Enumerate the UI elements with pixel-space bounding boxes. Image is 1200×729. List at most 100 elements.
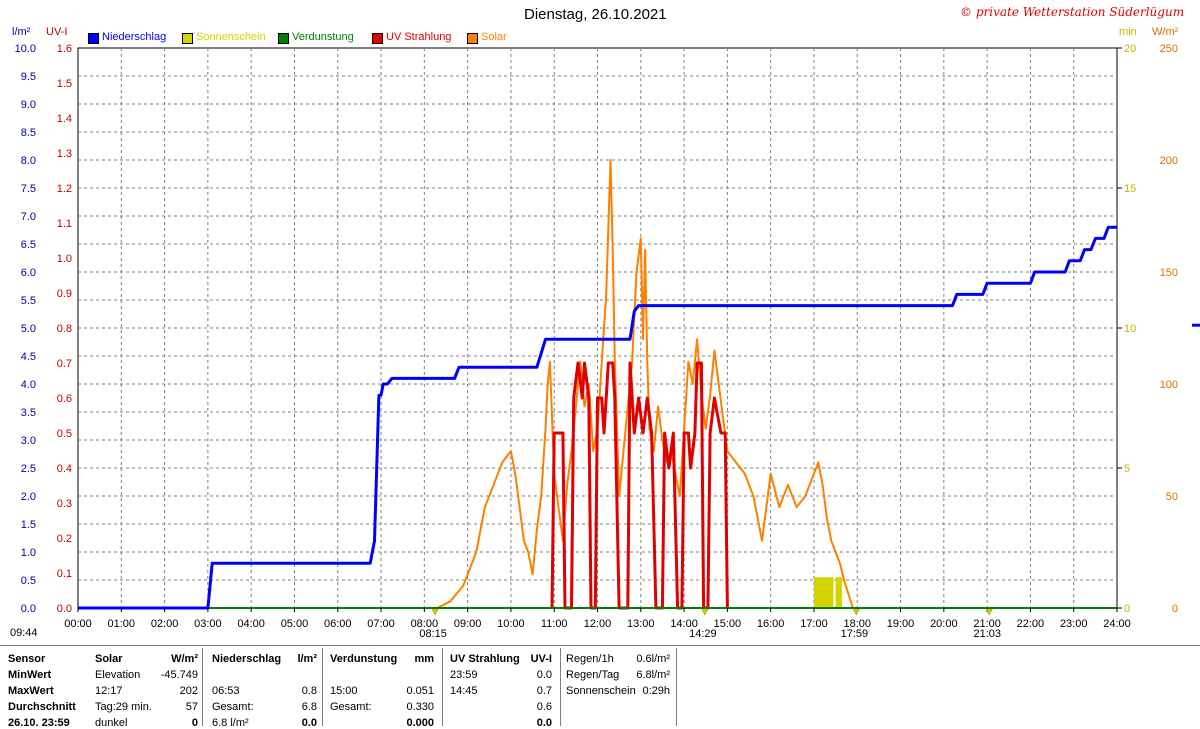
stats-row-label: MaxWert xyxy=(8,685,54,697)
stats-solar-value-label: 12:17 xyxy=(95,685,123,697)
right-axis-min-tick-label: 20 xyxy=(1124,43,1136,55)
left-axis-precip-tick-label: 4.0 xyxy=(21,379,36,391)
stats-solar-value: 202 xyxy=(179,685,198,697)
right-axis-solar-tick-label: 50 xyxy=(1166,491,1178,503)
stats-uv-value: 0.6 xyxy=(536,701,552,713)
time-marker-label: 14:29 xyxy=(689,628,717,640)
weather-chart: 00:00 01:00 02:00 03:00 04:00 05:00 06:00 07:00… xyxy=(12,26,1200,640)
left-axis-uv-tick-label: 1.0 xyxy=(57,253,72,265)
chart-axes: 00:00 01:00 02:00 03:00 04:00 05:00 06:00 07:00… xyxy=(12,26,1179,640)
x-tick-label: 23:00 xyxy=(1060,618,1088,630)
x-tick-label: 15:00 xyxy=(714,618,742,630)
right-axis-solar-tick-label: 100 xyxy=(1160,379,1178,391)
left-axis-precip-tick-label: 6.0 xyxy=(21,267,36,279)
stats-verdunstung-value: 0.000 xyxy=(406,717,434,729)
stats-regen-label: Regen/1h xyxy=(566,653,614,665)
stats-niederschlag-unit: l/m² xyxy=(297,653,317,665)
time-marker-label: 17:59 xyxy=(841,628,869,640)
left-axis-uv-tick-label: 1.1 xyxy=(57,218,72,230)
stats-verdunstung-value-label: Gesamt: xyxy=(330,701,372,713)
right-axis-min-tick-label: 0 xyxy=(1124,603,1130,615)
right-axis-min-tick-label: 10 xyxy=(1124,323,1136,335)
stats-uv-header: UV Strahlung xyxy=(450,653,520,665)
stats-uv-value: 0.0 xyxy=(536,669,552,681)
stats-niederschlag-header: Niederschlag xyxy=(212,653,282,665)
x-tick-label: 05:00 xyxy=(281,618,309,630)
stats-divider xyxy=(0,645,1200,646)
legend-label: Solar xyxy=(481,31,507,43)
left-axis-precip-unit: l/m² xyxy=(12,26,31,38)
time-marker-icon xyxy=(701,608,709,616)
x-tick-label: 12:00 xyxy=(584,618,612,630)
left-axis-precip-tick-label: 2.5 xyxy=(21,463,36,475)
x-tick-label: 09:00 xyxy=(454,618,482,630)
sunshine-bar xyxy=(835,577,843,608)
stats-solar-unit: W/m² xyxy=(171,653,198,665)
x-tick-label: 16:00 xyxy=(757,618,785,630)
left-axis-precip-tick-label: 3.5 xyxy=(21,407,36,419)
legend-swatch-sonnenschein xyxy=(182,33,193,44)
stats-verdunstung-value: 0.330 xyxy=(406,701,434,713)
stats-solar-header: Solar xyxy=(95,653,123,665)
left-axis-precip-tick-label: 10.0 xyxy=(15,43,36,55)
left-axis-uv-tick-label: 0.9 xyxy=(57,288,72,300)
stats-verdunstung-value-label: 15:00 xyxy=(330,685,358,697)
stats-solar-value-label: Tag:29 min. xyxy=(95,701,152,713)
x-tick-label: 13:00 xyxy=(627,618,655,630)
left-axis-uv-unit: UV-I xyxy=(46,26,67,38)
x-tick-label: 19:00 xyxy=(887,618,915,630)
legend-label: Sonnenschein xyxy=(196,31,266,43)
stats-uv-value: 0.7 xyxy=(536,685,552,697)
left-axis-precip-tick-label: 1.0 xyxy=(21,547,36,559)
left-axis-precip-tick-label: 8.0 xyxy=(21,155,36,167)
series-line-niederschlag xyxy=(78,225,1117,610)
left-axis-uv-tick-label: 0.1 xyxy=(57,568,72,580)
series-line-solar xyxy=(436,159,854,609)
copyright: © private Wetterstation Süderlügum xyxy=(960,5,1185,19)
right-axis-solar-unit: W/m² xyxy=(1152,26,1179,38)
left-axis-uv-tick-label: 0.0 xyxy=(57,603,72,615)
left-axis-precip-tick-label: 7.5 xyxy=(21,183,36,195)
left-axis-precip-tick-label: 9.0 xyxy=(21,99,36,111)
x-tick-label: 04:00 xyxy=(237,618,265,630)
right-axis-min-unit: min xyxy=(1119,26,1137,38)
chart-title: Dienstag, 26.10.2021 xyxy=(524,6,667,23)
x-tick-label: 02:00 xyxy=(151,618,179,630)
stats-niederschlag-value-label: 06:53 xyxy=(212,685,240,697)
legend-swatch-verdunstung xyxy=(278,33,289,44)
left-axis-precip-tick-label: 9.5 xyxy=(21,71,36,83)
stats-regen-value: 0.6l/m² xyxy=(636,653,670,665)
left-axis-precip-tick-label: 0.5 xyxy=(21,575,36,587)
chart-grid xyxy=(77,47,1118,609)
left-axis-uv-tick-label: 0.7 xyxy=(57,358,72,370)
x-tick-label: 10:00 xyxy=(497,618,525,630)
left-axis-uv-tick-label: 1.5 xyxy=(57,78,72,90)
stats-regen-value: 6.8l/m² xyxy=(636,669,670,681)
stats-solar-value: -45.749 xyxy=(160,669,198,681)
time-marker-icon xyxy=(431,608,439,616)
legend-label: Niederschlag xyxy=(102,31,167,43)
stats-solar-value: 57 xyxy=(185,701,198,713)
stats-divider xyxy=(202,648,203,726)
stats-uv-value: 0.0 xyxy=(536,717,552,729)
x-tick-label: 21:00 xyxy=(973,618,1001,630)
stats-niederschlag-value: 6.8 xyxy=(301,701,317,713)
time-marker-icon xyxy=(985,608,993,616)
time-marker-label: 21:03 xyxy=(974,628,1002,640)
stats-regen-value: 0:29h xyxy=(642,685,670,697)
stats-verdunstung-header: Verdunstung xyxy=(330,653,398,665)
stats-divider xyxy=(560,648,561,726)
x-tick-label: 08:00 xyxy=(411,618,439,630)
left-axis-uv-tick-label: 1.3 xyxy=(57,148,72,160)
left-axis-uv-tick-label: 1.4 xyxy=(57,113,72,125)
x-tick-label: 03:00 xyxy=(194,618,222,630)
stats-row-label: MinWert xyxy=(8,669,52,681)
time-left: 09:44 xyxy=(10,627,38,639)
left-axis-precip-tick-label: 7.0 xyxy=(21,211,36,223)
legend-label: UV Strahlung xyxy=(386,31,452,43)
right-axis-solar-tick-label: 250 xyxy=(1160,43,1178,55)
left-axis-uv-tick-label: 1.2 xyxy=(57,183,72,195)
left-axis-precip-tick-label: 6.5 xyxy=(21,239,36,251)
x-tick-label: 14:00 xyxy=(670,618,698,630)
left-axis-precip-tick-label: 3.0 xyxy=(21,435,36,447)
